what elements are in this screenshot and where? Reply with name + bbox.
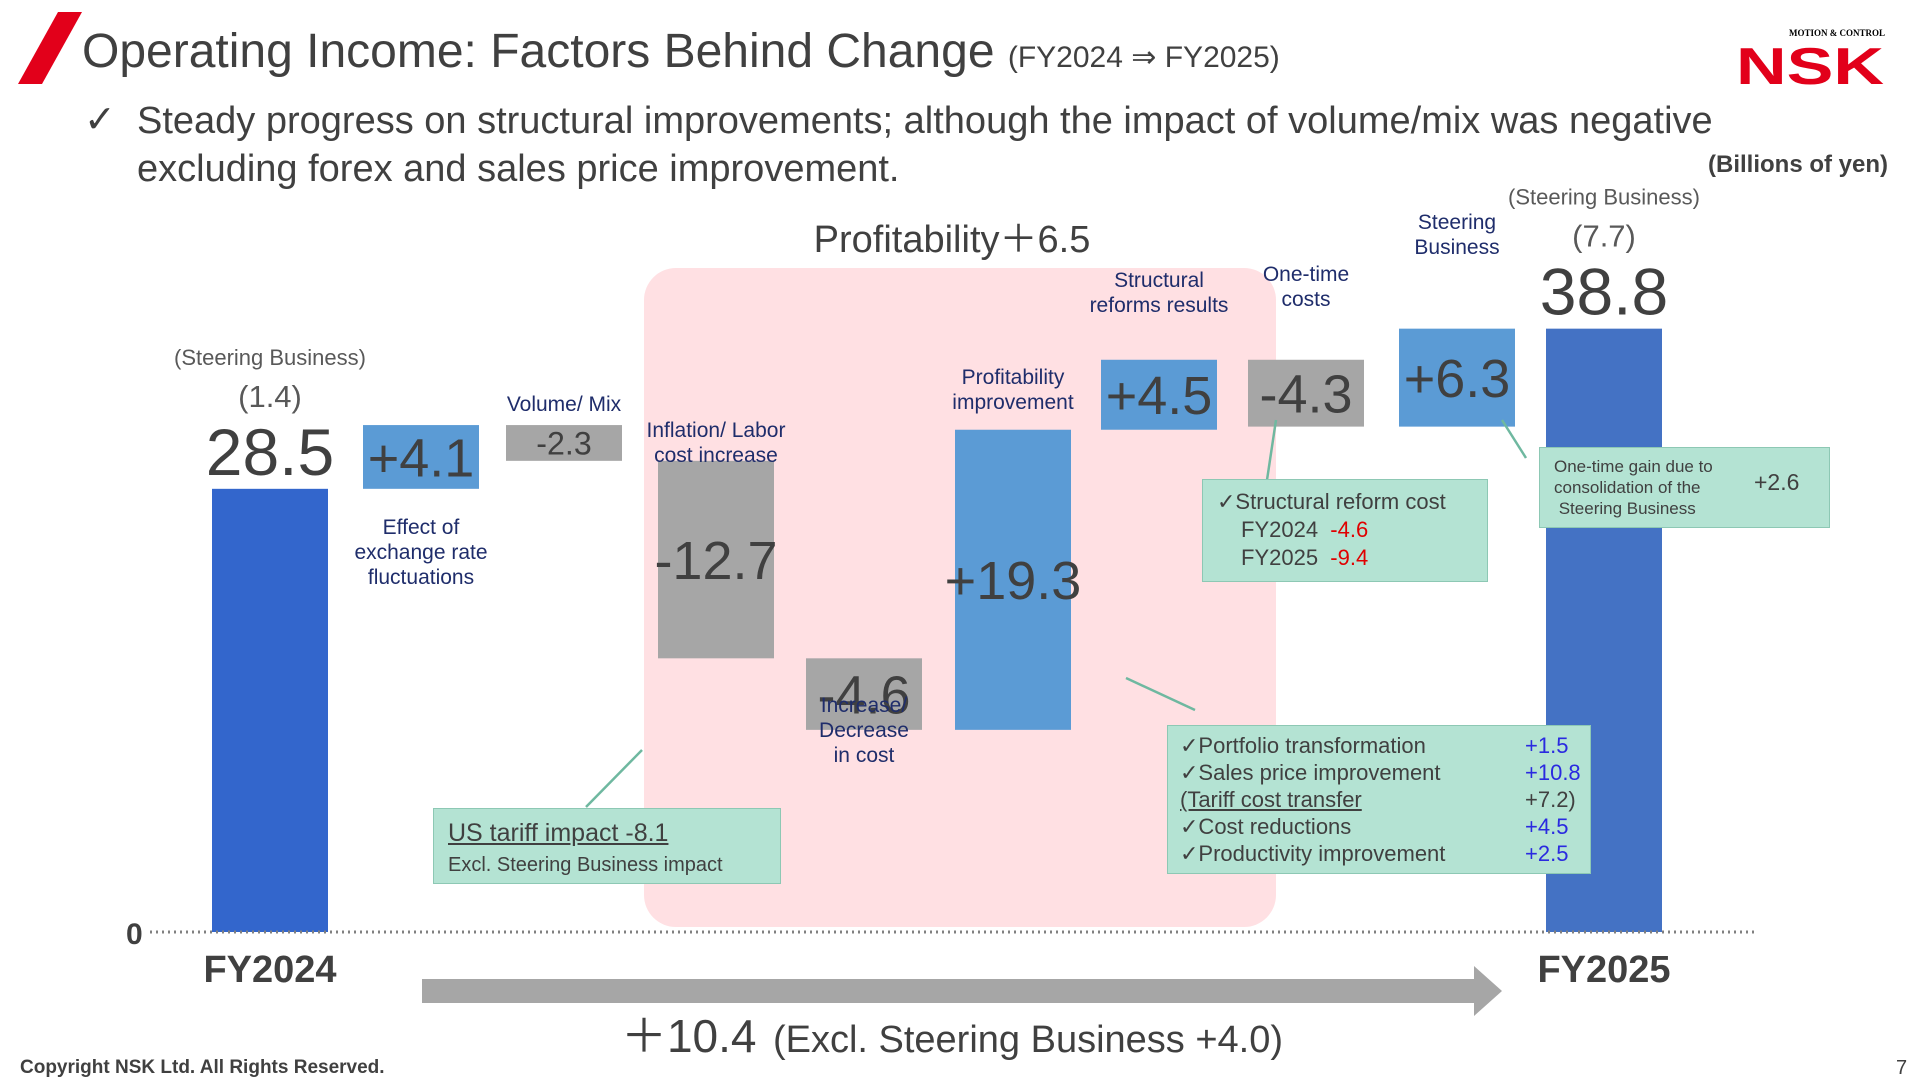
- total-change-value: ＋10.4: [621, 1010, 757, 1062]
- delta-value-label: +4.1: [368, 428, 475, 488]
- step-caption: One-time costs: [1263, 263, 1349, 311]
- page-number: 7: [1896, 1057, 1908, 1079]
- structural-reform-callout: ✓Structural reform cost FY2024 -4.6 FY20…: [1202, 479, 1488, 582]
- structural-reform-row: FY2024 -4.6: [1217, 516, 1473, 544]
- profitability-group-label: Profitability＋6.5: [814, 219, 1091, 261]
- step-caption: Increase/Decrease in cost: [819, 694, 909, 767]
- leader-line: [585, 749, 643, 808]
- page-title: Operating Income: Factors Behind Change …: [82, 24, 1280, 79]
- delta-value-label: +4.5: [1106, 366, 1213, 426]
- total-change-detail: (Excl. Steering Business +4.0): [773, 1019, 1283, 1061]
- one-time-gain-callout: One-time gain due to consolidation of th…: [1539, 447, 1830, 528]
- tariff-callout-title: US tariff impact -8.1: [448, 819, 669, 847]
- waterfall-bar: [506, 425, 622, 461]
- summary-bullet: Steady progress on structural improvemen…: [137, 100, 1713, 190]
- waterfall-bar: [955, 429, 1071, 730]
- change-arrow-icon: [422, 966, 1502, 1016]
- svg-text:MOTION & CONTROL: MOTION & CONTROL: [1789, 28, 1885, 38]
- steering-note-value: (1.4): [238, 379, 302, 414]
- breakdown-value: +4.5: [1525, 814, 1569, 839]
- step-caption: Inflation/ Labor cost increase: [647, 419, 786, 467]
- waterfall-bar: [1399, 328, 1515, 427]
- breakdown-value: +2.5: [1525, 841, 1569, 866]
- check-icon: ✓: [84, 99, 116, 141]
- waterfall-bar: [806, 658, 922, 730]
- breakdown-value: +10.8: [1525, 760, 1581, 785]
- steering-note-value: (7.7): [1572, 219, 1636, 254]
- breakdown-label: (Tariff cost transfer: [1180, 787, 1362, 812]
- breakdown-label: ✓Productivity improvement: [1180, 841, 1446, 866]
- structural-reform-year: FY2025: [1241, 545, 1319, 570]
- category-label: FY2025: [1537, 949, 1670, 991]
- step-caption: Effect of exchange rate fluctuations: [354, 516, 487, 589]
- steering-note-title: (Steering Business): [1508, 185, 1700, 210]
- category-label: FY2024: [203, 949, 336, 991]
- callout-leader-lines: [585, 419, 1528, 808]
- waterfall-bar: [658, 460, 774, 659]
- breakdown-label: ✓Sales price improvement: [1180, 760, 1441, 785]
- waterfall-bar: [1101, 359, 1217, 430]
- breakdown-label: ✓Cost reductions: [1180, 814, 1352, 839]
- accent-slash-icon: [18, 12, 82, 84]
- one-time-gain-text: One-time gain due to consolidation of th…: [1554, 457, 1713, 518]
- copyright: Copyright NSK Ltd. All Rights Reserved.: [20, 1057, 385, 1078]
- structural-reform-title: ✓Structural reform cost: [1217, 489, 1446, 514]
- leader-line: [1500, 419, 1528, 459]
- steering-note-title: (Steering Business): [174, 345, 366, 370]
- total-value-label: 38.8: [1540, 255, 1668, 329]
- leader-line: [1125, 676, 1196, 712]
- svg-text:NSK: NSK: [1736, 38, 1885, 90]
- structural-reform-year: FY2024: [1241, 517, 1319, 542]
- step-caption: Structural reforms results: [1090, 269, 1229, 317]
- delta-value-label: -12.7: [654, 531, 777, 591]
- unit-label: (Billions of yen): [1708, 151, 1888, 178]
- breakdown-row: ✓Sales price improvement +10.8: [1180, 759, 1581, 786]
- profitability-breakdown-callout: ✓Portfolio transformation +1.5 ✓Sales pri…: [1167, 725, 1591, 874]
- zero-tick-label: 0: [126, 918, 143, 951]
- delta-value-label: -2.3: [536, 426, 591, 462]
- one-time-gain-value: +2.6: [1754, 469, 1800, 495]
- nsk-logo: MOTION & CONTROL NSK: [1736, 28, 1885, 90]
- structural-reform-value: -9.4: [1330, 545, 1369, 570]
- title-period: (FY2024 ⇒ FY2025): [1007, 41, 1280, 74]
- total-change-label: ＋10.4 (Excl. Steering Business +4.0): [621, 1010, 1283, 1062]
- tariff-callout-subtitle: Excl. Steering Business impact: [448, 854, 723, 876]
- waterfall-bar: [212, 488, 328, 932]
- breakdown-row: ✓Portfolio transformation +1.5: [1180, 732, 1578, 759]
- leader-line: [1265, 419, 1278, 481]
- chart-bars: 28.5(1.4) (Steering Business) FY2024 +4.1 Ef…: [174, 185, 1700, 991]
- breakdown-row: ✓Cost reductions +4.5: [1180, 813, 1578, 840]
- tariff-callout: US tariff impact -8.1 Excl. Steering Bus…: [433, 808, 781, 884]
- step-caption: Steering Business: [1414, 211, 1499, 259]
- title-main: Operating Income: Factors Behind Change: [82, 25, 995, 78]
- delta-value-label: +19.3: [945, 551, 1082, 611]
- delta-value-label: +6.3: [1404, 349, 1511, 409]
- breakdown-label: ✓Portfolio transformation: [1180, 733, 1426, 758]
- structural-reform-row: FY2025 -9.4: [1217, 544, 1473, 572]
- waterfall-bar: [1248, 359, 1364, 427]
- step-caption: Volume/ Mix: [507, 393, 622, 416]
- breakdown-value: +1.5: [1525, 733, 1569, 758]
- delta-value-label: -4.3: [1259, 365, 1352, 425]
- total-value-label: 28.5: [206, 415, 334, 489]
- breakdown-value: +7.2): [1525, 787, 1576, 812]
- structural-reform-value: -4.6: [1330, 517, 1369, 542]
- step-caption: Profitability improvement: [952, 366, 1074, 414]
- waterfall-bar: [363, 425, 479, 489]
- delta-value-label: -4.6: [817, 666, 910, 726]
- breakdown-row: (Tariff cost transfer +7.2): [1180, 786, 1578, 813]
- breakdown-row: ✓Productivity improvement +2.5: [1180, 840, 1578, 867]
